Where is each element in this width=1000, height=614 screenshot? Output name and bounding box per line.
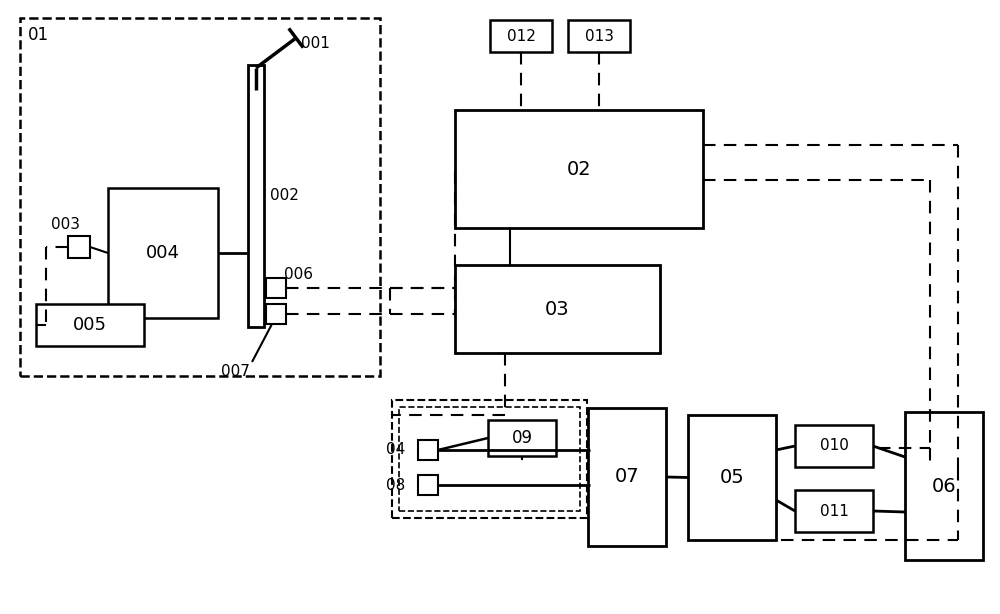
Bar xyxy=(36,304,144,346)
Bar xyxy=(795,425,873,467)
Text: 001: 001 xyxy=(301,36,329,50)
Text: 08: 08 xyxy=(386,478,406,492)
Text: 005: 005 xyxy=(73,316,107,334)
Text: 01: 01 xyxy=(27,26,49,44)
Bar xyxy=(266,278,286,298)
Bar xyxy=(455,110,703,228)
Bar xyxy=(108,188,218,318)
Text: 003: 003 xyxy=(51,217,80,231)
Text: 04: 04 xyxy=(386,443,406,457)
Bar xyxy=(248,65,264,327)
Text: 012: 012 xyxy=(507,28,535,44)
Text: 010: 010 xyxy=(820,438,848,454)
Bar xyxy=(488,420,556,456)
Bar xyxy=(688,415,776,540)
Bar xyxy=(20,18,380,376)
Bar xyxy=(399,407,580,511)
Text: 07: 07 xyxy=(615,467,639,486)
Text: 09: 09 xyxy=(512,429,532,447)
Bar xyxy=(568,20,630,52)
Bar xyxy=(490,20,552,52)
Bar xyxy=(455,265,660,353)
Bar xyxy=(588,408,666,546)
Bar xyxy=(418,440,438,460)
Text: 05: 05 xyxy=(720,468,744,487)
Bar xyxy=(392,400,587,518)
Bar xyxy=(68,236,90,258)
Text: 02: 02 xyxy=(567,160,591,179)
Bar xyxy=(418,475,438,495)
Text: 007: 007 xyxy=(221,365,249,379)
Text: 013: 013 xyxy=(584,28,614,44)
Bar xyxy=(905,412,983,560)
Text: 011: 011 xyxy=(820,503,848,518)
Text: 06: 06 xyxy=(932,476,956,495)
Bar xyxy=(795,490,873,532)
Text: 03: 03 xyxy=(545,300,570,319)
Text: 004: 004 xyxy=(146,244,180,262)
Text: 006: 006 xyxy=(284,266,313,281)
Text: 002: 002 xyxy=(270,187,298,203)
Bar xyxy=(266,304,286,324)
